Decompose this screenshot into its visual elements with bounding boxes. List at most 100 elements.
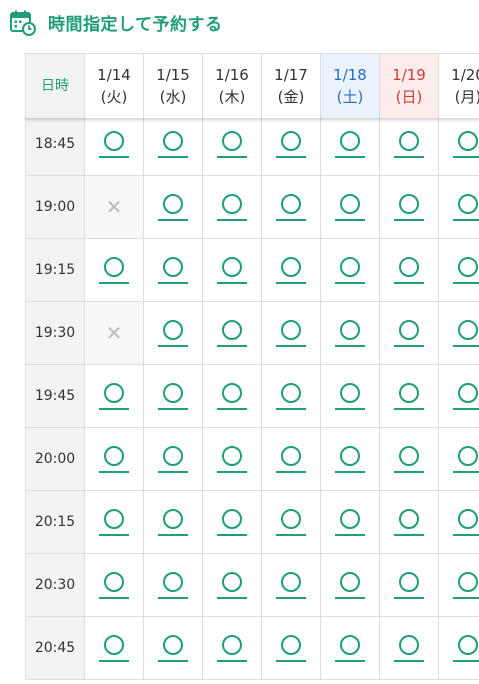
slot-available-button[interactable] [99,571,129,599]
slot-available-button[interactable] [217,508,247,536]
slot-available[interactable] [380,113,439,175]
slot-available[interactable] [380,302,439,364]
slot-available[interactable] [380,491,439,553]
slot-available-button[interactable] [453,634,479,662]
slot-available[interactable] [380,554,439,616]
slot-available[interactable] [203,428,262,490]
slot-available[interactable] [144,176,203,238]
slot-available[interactable] [262,239,321,301]
slot-available-button[interactable] [276,508,306,536]
slot-available-button[interactable] [394,256,424,284]
slot-available-button[interactable] [99,508,129,536]
slot-available[interactable] [439,113,479,175]
slot-available[interactable] [439,302,479,364]
slot-available-button[interactable] [394,571,424,599]
slot-available[interactable] [439,491,479,553]
slot-available-button[interactable] [99,382,129,410]
slot-available[interactable] [439,239,479,301]
slot-available-button[interactable] [394,634,424,662]
slot-available[interactable] [144,302,203,364]
slot-available-button[interactable] [99,634,129,662]
slot-available[interactable] [380,239,439,301]
slot-available[interactable] [380,176,439,238]
slot-available[interactable] [321,365,380,427]
slot-available[interactable] [262,113,321,175]
slot-available[interactable] [321,113,380,175]
slot-available-button[interactable] [453,382,479,410]
slot-available[interactable] [439,428,479,490]
slot-available-button[interactable] [394,445,424,473]
slot-available-button[interactable] [453,508,479,536]
slot-available-button[interactable] [217,130,247,158]
slot-available-button[interactable] [453,130,479,158]
slot-available-button[interactable] [453,319,479,347]
slot-available-button[interactable] [217,445,247,473]
slot-available[interactable] [203,302,262,364]
slot-available-button[interactable] [217,571,247,599]
slot-available[interactable] [321,617,380,679]
slot-available[interactable] [203,554,262,616]
slot-available-button[interactable] [394,319,424,347]
slot-available[interactable] [85,491,144,553]
slot-available[interactable] [144,239,203,301]
slot-available-button[interactable] [335,508,365,536]
slot-available[interactable] [144,365,203,427]
slot-available-button[interactable] [158,508,188,536]
slot-available-button[interactable] [335,319,365,347]
slot-available-button[interactable] [335,256,365,284]
slot-available-button[interactable] [217,193,247,221]
slot-available-button[interactable] [453,571,479,599]
slot-available[interactable] [321,239,380,301]
slot-available-button[interactable] [158,130,188,158]
slot-available[interactable] [85,113,144,175]
slot-available-button[interactable] [158,319,188,347]
slot-available[interactable] [85,428,144,490]
slot-available[interactable] [321,491,380,553]
slot-available[interactable] [380,617,439,679]
slot-available-button[interactable] [217,256,247,284]
slot-available-button[interactable] [335,382,365,410]
slot-available-button[interactable] [394,130,424,158]
slot-available[interactable] [439,554,479,616]
slot-available-button[interactable] [276,634,306,662]
slot-available[interactable] [203,365,262,427]
slot-available-button[interactable] [276,382,306,410]
slot-available[interactable] [144,113,203,175]
slot-available-button[interactable] [453,193,479,221]
slot-available[interactable] [144,554,203,616]
slot-available-button[interactable] [276,193,306,221]
slot-available[interactable] [439,176,479,238]
slot-available[interactable] [144,617,203,679]
slot-available[interactable] [321,176,380,238]
slot-available[interactable] [321,428,380,490]
slot-available[interactable] [262,365,321,427]
slot-available[interactable] [144,428,203,490]
slot-available-button[interactable] [158,571,188,599]
slot-available-button[interactable] [99,445,129,473]
slot-available[interactable] [203,176,262,238]
slot-available-button[interactable] [158,382,188,410]
slot-available-button[interactable] [276,256,306,284]
slot-available-button[interactable] [217,382,247,410]
slot-available-button[interactable] [335,445,365,473]
slot-available[interactable] [85,554,144,616]
slot-available-button[interactable] [158,256,188,284]
slot-available[interactable] [262,491,321,553]
slot-available-button[interactable] [335,571,365,599]
reservation-table[interactable]: 18:3018:4519:00✕19:1519:30✕19:4520:0020:… [25,53,479,684]
slot-available-button[interactable] [99,256,129,284]
slot-available[interactable] [85,365,144,427]
slot-available-button[interactable] [158,445,188,473]
slot-available[interactable] [321,302,380,364]
slot-available[interactable] [203,239,262,301]
slot-available[interactable] [380,428,439,490]
slot-available-button[interactable] [158,634,188,662]
slot-available-button[interactable] [335,634,365,662]
slot-available-button[interactable] [99,130,129,158]
slot-available[interactable] [439,365,479,427]
slot-available[interactable] [85,617,144,679]
slot-available[interactable] [380,365,439,427]
slot-available[interactable] [262,617,321,679]
slot-available-button[interactable] [276,130,306,158]
slot-available[interactable] [439,617,479,679]
